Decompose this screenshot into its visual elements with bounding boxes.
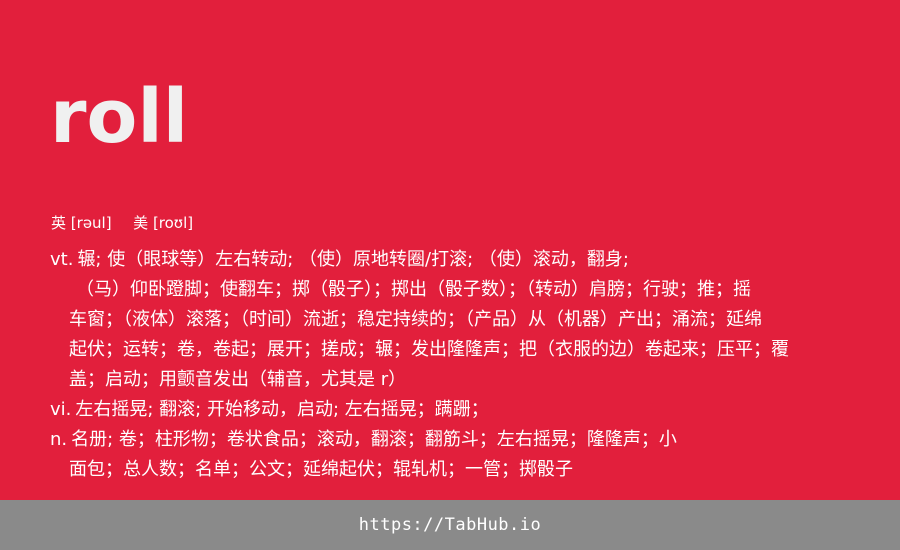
- definition-line: 起伏；运转；卷，卷起；展开；搓成；辗；发出隆隆声；把（衣服的边）卷起来；压平；覆: [69, 339, 789, 360]
- definition-text: 名册; 卷；柱形物；卷状食品；滚动，翻滚；翻筋斗；左右摇晃；隆隆声；小: [71, 429, 677, 450]
- definition-vt: vt. 辗; 使（眼球等）左右转动; （使）原地转圈/打滚; （使）滚动，翻身; …: [50, 245, 880, 395]
- us-pronunciation: [roʊl]: [152, 214, 194, 232]
- footer-bar: https://TabHub.io: [0, 500, 900, 550]
- definitions: vt. 辗; 使（眼球等）左右转动; （使）原地转圈/打滚; （使）滚动，翻身; …: [50, 245, 880, 485]
- definition-vi: vi. 左右摇晃; 翻滚; 开始移动，启动; 左右摇晃；蹒跚；: [50, 395, 880, 425]
- uk-label: 英: [51, 214, 67, 232]
- part-of-speech-n: n.: [50, 429, 68, 450]
- definition-line: （马）仰卧蹬脚；使翻车；掷（骰子）；掷出（骰子数）；（转动）肩膀；行驶；推；摇: [76, 279, 751, 300]
- definition-line: vi. 左右摇晃; 翻滚; 开始移动，启动; 左右摇晃；蹒跚；: [50, 395, 880, 425]
- definition-line: 车窗；（液体）滚落；（时间）流逝；稳定持续的；（产品）从（机器）产出；涌流；延绵: [69, 309, 762, 330]
- definition-text: 辗; 使（眼球等）左右转动; （使）原地转圈/打滚; （使）滚动，翻身;: [77, 249, 629, 270]
- definition-line: vt. 辗; 使（眼球等）左右转动; （使）原地转圈/打滚; （使）滚动，翻身;: [50, 245, 880, 275]
- uk-pronunciation: [rəul]: [70, 214, 112, 232]
- phonetics: 英 [rəul] 美 [roʊl]: [51, 213, 193, 233]
- definition-line: 面包；总人数；名单；公文；延绵起伏；辊轧机；一管；掷骰子: [69, 459, 573, 480]
- definition-line: n. 名册; 卷；柱形物；卷状食品；滚动，翻滚；翻筋斗；左右摇晃；隆隆声；小: [50, 425, 880, 455]
- headword: roll: [50, 74, 189, 160]
- part-of-speech-vt: vt.: [50, 249, 74, 270]
- word-card: roll 英 [rəul] 美 [roʊl] vt. 辗; 使（眼球等）左右转动;…: [50, 74, 880, 485]
- definition-line: 盖；启动；用颤音发出（辅音，尤其是 r）: [69, 369, 407, 390]
- definition-text: 左右摇晃; 翻滚; 开始移动，启动; 左右摇晃；蹒跚；: [75, 399, 489, 420]
- us-label: 美: [133, 214, 149, 232]
- definition-n: n. 名册; 卷；柱形物；卷状食品；滚动，翻滚；翻筋斗；左右摇晃；隆隆声；小 面包…: [50, 425, 880, 485]
- part-of-speech-vi: vi.: [50, 399, 72, 420]
- tabhub-link[interactable]: https://TabHub.io: [358, 515, 542, 535]
